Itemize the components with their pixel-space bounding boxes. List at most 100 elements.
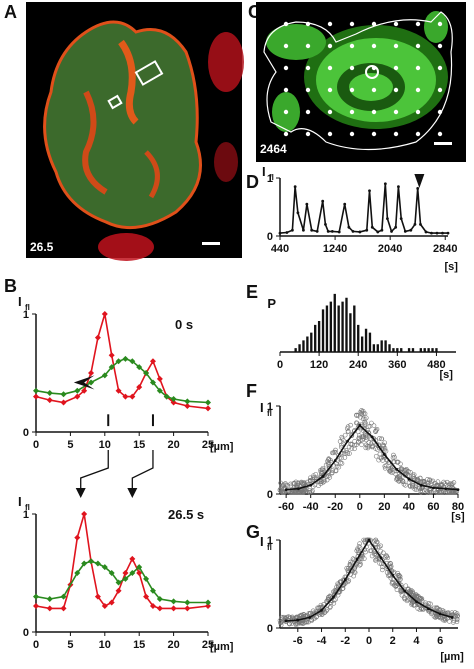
- grid-dot: [283, 87, 289, 93]
- scatter-point: [363, 549, 368, 555]
- x-tick-label: 0: [33, 639, 39, 651]
- scatter-point: [373, 453, 379, 459]
- histogram-bar: [423, 348, 426, 352]
- scatter-point: [387, 560, 393, 566]
- scatter-point: [397, 473, 403, 479]
- scatter-point: [402, 596, 408, 602]
- scatter-point: [382, 463, 388, 469]
- chart-e: 0 120 240 360 480 P [s]: [267, 293, 456, 381]
- histogram-bar: [392, 348, 395, 352]
- scatter-point: [323, 462, 329, 468]
- histogram-bar: [376, 344, 379, 352]
- scatter-point: [419, 486, 424, 492]
- scatter-point: [352, 442, 357, 448]
- chart-g: -6 -4 -2 0 2 4 6 0 1I fl [µm]: [260, 534, 464, 663]
- scatter-point: [403, 583, 409, 589]
- x-tick-label: 25: [202, 439, 214, 451]
- grid-dot: [349, 87, 355, 93]
- histogram-bar: [341, 301, 344, 352]
- grid-dot: [305, 87, 311, 93]
- grid-dot: [327, 21, 333, 27]
- series-red-point: [170, 605, 177, 612]
- series-red-point: [143, 593, 150, 600]
- grid-dot: [305, 21, 311, 27]
- scatter-point: [415, 476, 420, 482]
- scatter-point: [327, 475, 333, 480]
- series-red-point: [94, 593, 101, 600]
- grid-dot: [393, 87, 399, 93]
- series-red-point: [60, 399, 67, 406]
- y-axis-label-sub: fl: [25, 303, 30, 312]
- histogram-bar: [427, 348, 430, 352]
- grid-dot: [415, 87, 421, 93]
- scatter-point: [361, 556, 367, 561]
- scatter-point: [298, 489, 304, 495]
- scatter-point: [344, 426, 350, 431]
- scatter-point: [278, 620, 283, 626]
- scatter-point: [357, 562, 363, 568]
- series-red-point: [136, 570, 143, 576]
- scatter-point: [333, 468, 339, 473]
- scatter-point: [378, 548, 383, 554]
- x-tick-label: -60: [278, 501, 294, 513]
- series-intensity-point: [365, 228, 369, 232]
- scatter-point: [297, 613, 302, 619]
- scatter-point: [336, 453, 341, 458]
- scatter-point: [454, 619, 460, 625]
- scatter-point: [383, 448, 389, 454]
- scatter-point: [369, 444, 375, 450]
- x-tick-label: 240: [349, 359, 367, 371]
- x-tick-label: 0: [33, 439, 39, 451]
- scatter-point: [343, 448, 349, 453]
- series-intensity-point: [293, 185, 297, 189]
- scatter-point: [347, 562, 353, 567]
- series-green-point: [156, 387, 163, 394]
- grid-dot: [349, 43, 355, 49]
- series-intensity-point: [397, 185, 400, 189]
- x-tick-label: -6: [293, 635, 303, 647]
- series-green-point: [184, 398, 191, 405]
- series-red-point: [74, 393, 81, 400]
- scatter-point: [426, 480, 431, 486]
- mean-line-point: [407, 477, 411, 481]
- grid-dot: [437, 43, 443, 49]
- series-red-point: [81, 387, 88, 394]
- scatter-point: [348, 422, 353, 428]
- mean-line-point: [379, 556, 383, 559]
- scatter-point: [346, 578, 352, 583]
- scatter-point: [310, 475, 316, 480]
- y-tick-label: 0: [267, 623, 273, 635]
- series-green-point: [46, 390, 53, 397]
- histogram-bar: [388, 344, 391, 352]
- grid-dot: [305, 43, 311, 49]
- scatter-point: [333, 447, 338, 453]
- scatter-point: [291, 489, 296, 495]
- series-intensity-point: [403, 229, 407, 233]
- scatter-point: [382, 465, 388, 471]
- histogram-bar: [345, 297, 348, 352]
- x-tick-label: 0: [357, 501, 363, 513]
- series-intensity-point: [358, 230, 362, 234]
- scatter-point: [451, 618, 457, 624]
- scatter-point: [288, 481, 293, 487]
- scatter-point: [363, 445, 369, 451]
- mean-line-point: [415, 600, 418, 603]
- series-red-point: [81, 511, 88, 517]
- y-tick-label: 1: [23, 509, 29, 521]
- series-green-point: [122, 575, 129, 582]
- grid-dot: [371, 87, 377, 93]
- scatter-point: [398, 587, 403, 593]
- series-intensity-point: [416, 187, 420, 190]
- y-axis-label-sub: fl: [25, 503, 30, 512]
- series-green-point: [184, 599, 191, 606]
- scatter-point: [396, 581, 402, 587]
- histogram-bar: [411, 348, 415, 352]
- x-tick-label: 20: [167, 439, 179, 451]
- histogram-bar: [407, 348, 411, 352]
- scatter-point: [373, 557, 379, 563]
- grid-dot: [371, 21, 377, 27]
- scatter-point: [326, 466, 332, 472]
- histogram-bar: [325, 305, 329, 352]
- scatter-point: [350, 556, 356, 561]
- series-green-point: [205, 399, 211, 406]
